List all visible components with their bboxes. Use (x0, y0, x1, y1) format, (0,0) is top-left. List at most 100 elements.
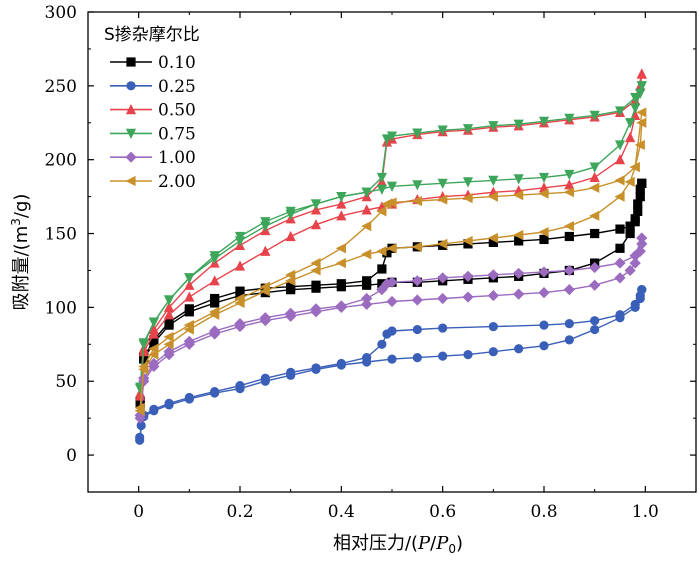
data-point (386, 181, 398, 192)
y-tick-label: 100 (45, 298, 77, 318)
data-point (163, 309, 175, 320)
data-point (125, 151, 137, 163)
legend-label: 0.75 (158, 124, 196, 144)
data-point (361, 187, 372, 198)
legend-item-0.25: 0.25 (110, 77, 196, 97)
data-point (633, 199, 643, 209)
data-point (614, 191, 625, 202)
data-point (625, 131, 636, 143)
data-point (615, 224, 625, 234)
data-point (513, 119, 524, 130)
data-point (462, 270, 474, 282)
data-point (463, 350, 473, 360)
data-point (513, 174, 524, 185)
data-point (163, 346, 175, 358)
data-point (487, 289, 499, 302)
legend-label: 2.00 (158, 172, 196, 192)
data-point (387, 354, 397, 364)
data-point (335, 300, 347, 312)
data-point (126, 81, 136, 91)
data-point (234, 318, 246, 330)
data-point (311, 280, 321, 290)
data-point (513, 267, 525, 280)
x-tick-label: 0.4 (328, 502, 355, 522)
data-point (234, 293, 245, 304)
x-axis-title: 相对压力/(P/P0) (333, 533, 463, 556)
data-point (635, 192, 645, 202)
data-point (538, 287, 550, 299)
data-point (310, 257, 321, 269)
data-point (589, 210, 600, 221)
data-point (462, 291, 474, 303)
data-point (625, 118, 636, 129)
data-point (234, 231, 246, 243)
data-point (184, 304, 194, 314)
data-point (209, 251, 220, 262)
data-point (235, 286, 245, 296)
data-point (589, 261, 601, 274)
data-point (164, 317, 174, 327)
data-point (538, 172, 550, 184)
data-point (134, 402, 145, 413)
data-point (637, 178, 647, 188)
data-point (234, 260, 246, 271)
data-point (376, 206, 387, 217)
data-point (386, 295, 398, 308)
data-point (235, 381, 245, 391)
legend-item-0.10: 0.10 (110, 53, 196, 73)
data-point (209, 306, 220, 317)
data-point (148, 317, 159, 328)
data-point (437, 178, 448, 189)
data-point (163, 339, 174, 350)
data-point (462, 124, 474, 135)
data-point (148, 343, 159, 354)
data-point (538, 226, 549, 238)
data-point (589, 162, 600, 173)
x-tick-label: 1.0 (632, 502, 659, 522)
legend: S掺杂摩尔比 0.10 0.25 0.50 0.75 1.00 2.00 (104, 25, 200, 192)
data-point (149, 404, 159, 414)
data-point (183, 335, 195, 347)
data-point (362, 276, 372, 286)
data-point (412, 353, 422, 363)
data-point (149, 335, 159, 345)
data-point (636, 117, 647, 128)
data-point (438, 351, 448, 361)
data-point (134, 409, 146, 421)
series-0.25 (135, 285, 647, 445)
data-point (513, 229, 524, 241)
data-point (589, 110, 600, 121)
data-point (625, 221, 635, 231)
data-point (488, 175, 499, 186)
series-line-adsorption (139, 183, 643, 404)
data-point (564, 169, 575, 181)
data-point (590, 316, 600, 326)
data-point (614, 154, 626, 165)
data-point (411, 241, 422, 252)
data-point (636, 232, 648, 244)
y-tick-label: 300 (45, 3, 77, 23)
legend-label: 0.25 (158, 77, 196, 97)
data-point (386, 243, 397, 254)
data-point (614, 106, 626, 117)
data-point (361, 298, 373, 311)
data-point (361, 292, 373, 305)
data-point (335, 243, 346, 254)
data-point (635, 290, 645, 301)
data-point (564, 113, 575, 124)
data-point (336, 210, 347, 221)
data-point (310, 265, 321, 276)
data-point (633, 206, 643, 216)
y-axis-title: 吸附量/(m3/g) (9, 194, 32, 311)
data-point (163, 295, 175, 306)
legend-item-1.00: 1.00 (110, 148, 196, 168)
data-point (635, 184, 645, 194)
y-tick-label: 0 (66, 446, 77, 466)
data-point (538, 116, 550, 127)
data-point (624, 264, 636, 277)
data-point (336, 198, 347, 209)
data-point (376, 246, 387, 257)
data-point (539, 341, 549, 351)
data-point (386, 131, 398, 142)
